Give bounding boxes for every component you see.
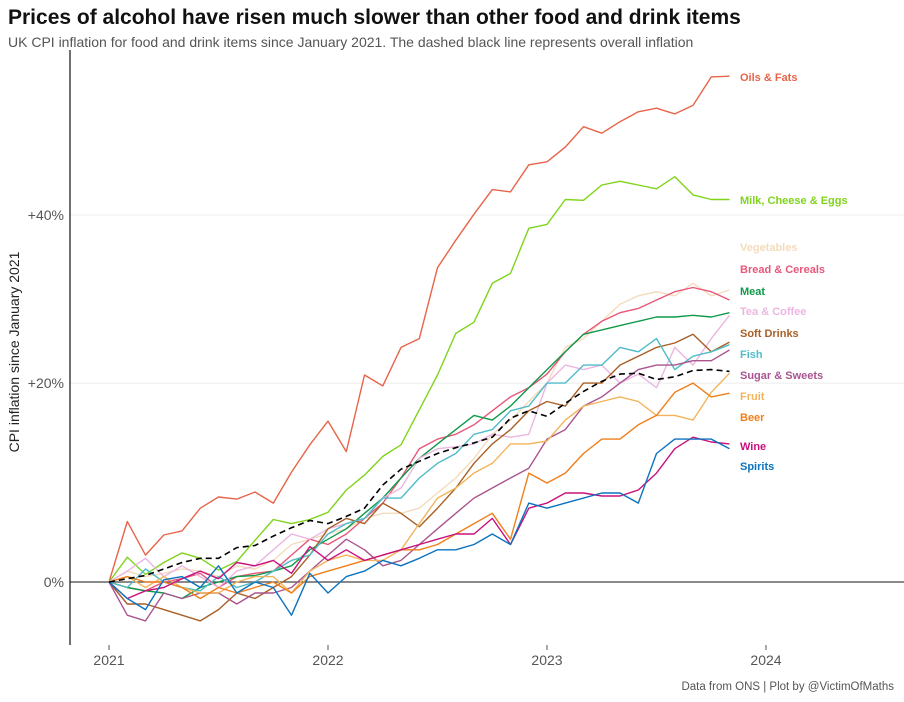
y-tick-label: 0% bbox=[44, 574, 64, 590]
y-axis-label: CPI inflation since January 2021 bbox=[6, 251, 22, 452]
series-label: Fruit bbox=[740, 391, 765, 403]
series-line-beer bbox=[108, 382, 730, 600]
chart-caption: Data from ONS | Plot by @VictimOfMaths bbox=[681, 681, 894, 693]
series-line-fish bbox=[108, 337, 730, 592]
series-label: Soft Drinks bbox=[740, 328, 799, 340]
series-label: Oils & Fats bbox=[740, 72, 797, 84]
series-line-soft-drinks bbox=[108, 333, 730, 622]
series-line-milk-cheese-eggs bbox=[108, 175, 730, 583]
series-label: Beer bbox=[740, 412, 765, 424]
series-label: Vegetables bbox=[740, 242, 797, 254]
series-line-oils-fats bbox=[108, 75, 730, 583]
y-tick-label: +40% bbox=[28, 207, 64, 223]
x-tick-label: 2022 bbox=[312, 652, 343, 668]
series-line-meat bbox=[108, 312, 730, 600]
series-line-wine bbox=[108, 436, 730, 600]
x-tick-label: 2021 bbox=[93, 652, 124, 668]
x-tick-label: 2023 bbox=[531, 652, 562, 668]
series-line-tea-coffee bbox=[108, 314, 731, 589]
series-line-vegetables bbox=[108, 282, 730, 583]
chart-title: Prices of alcohol have risen much slower… bbox=[8, 6, 741, 29]
series-label: Spirits bbox=[740, 461, 774, 473]
x-tick-label: 2024 bbox=[750, 652, 781, 668]
y-tick-label: +20% bbox=[28, 375, 64, 391]
overall-inflation-line bbox=[108, 368, 730, 583]
series-label: Fish bbox=[740, 349, 763, 361]
series-label: Sugar & Sweets bbox=[740, 370, 823, 382]
series-label: Milk, Cheese & Eggs bbox=[740, 195, 848, 207]
series-label: Tea & Coffee bbox=[740, 306, 806, 318]
series-label: Bread & Cereals bbox=[740, 264, 825, 276]
series-label: Meat bbox=[740, 286, 765, 298]
chart-subtitle: UK CPI inflation for food and drink item… bbox=[8, 34, 694, 50]
series-line-spirits bbox=[108, 438, 730, 616]
series-label: Wine bbox=[740, 441, 766, 453]
series-line-fruit bbox=[108, 372, 731, 594]
series-line-sugar-sweets bbox=[108, 349, 730, 622]
series-line-bread-cereals bbox=[108, 286, 730, 592]
